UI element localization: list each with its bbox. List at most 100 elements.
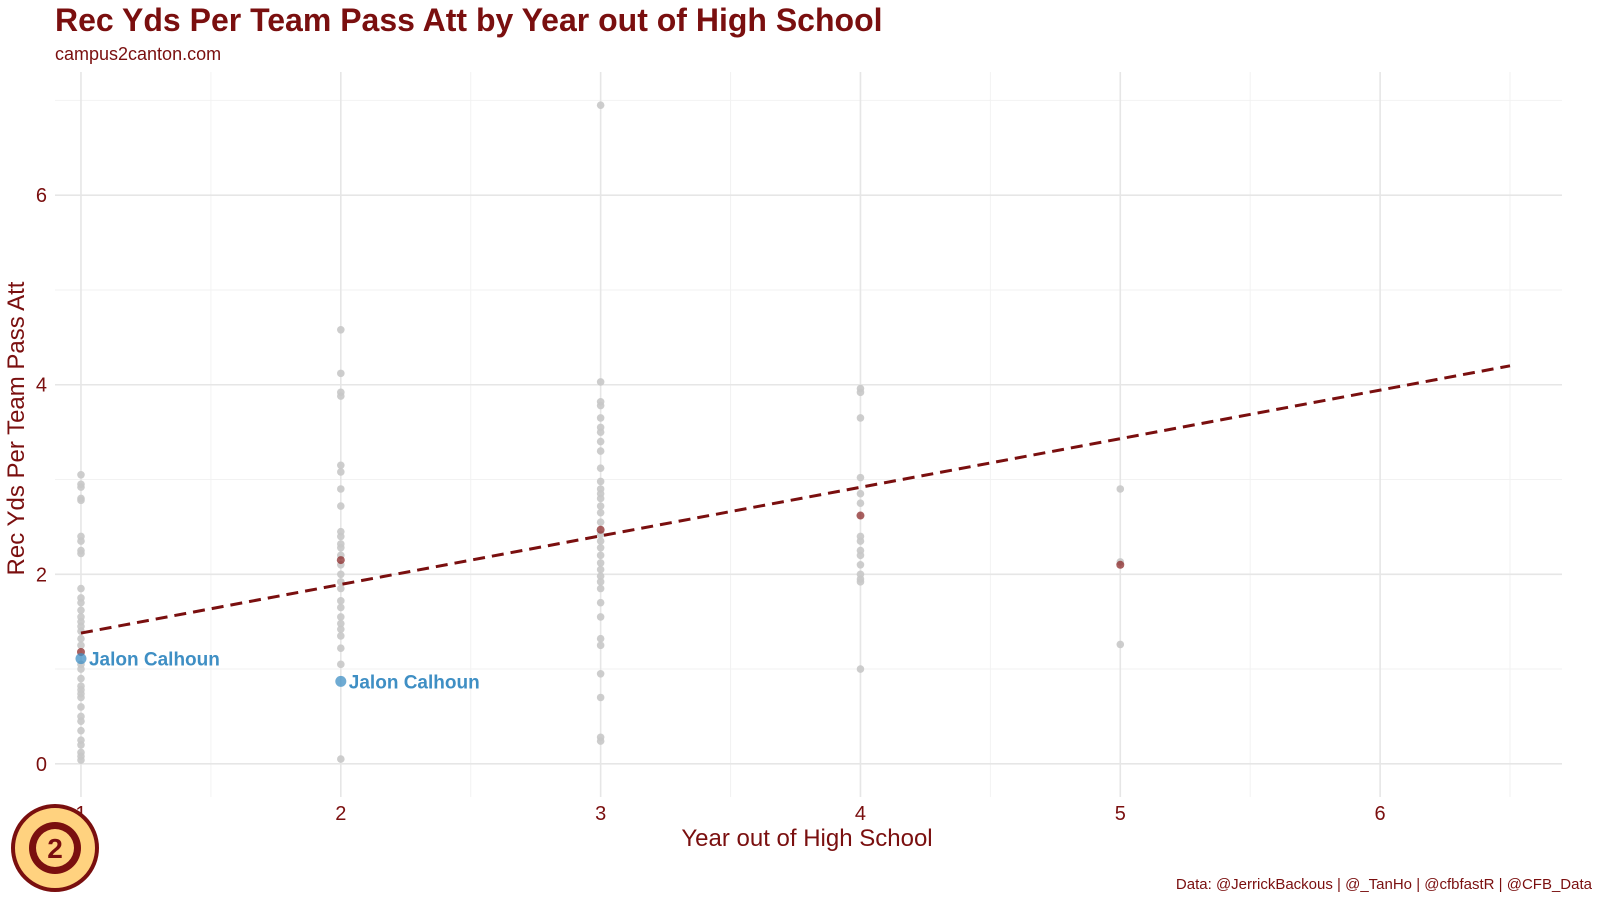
player-point <box>77 703 85 711</box>
logo-number: 2 <box>47 833 63 864</box>
player-point <box>596 543 605 552</box>
y-tick-label: 6 <box>36 185 47 207</box>
data-source-caption: Data: @JerrickBackous | @_TanHo | @cfbfa… <box>1175 876 1592 893</box>
player-point <box>596 578 605 586</box>
player-point <box>596 584 605 593</box>
player-point <box>596 641 605 650</box>
player-point <box>337 644 345 653</box>
player-point <box>337 468 345 476</box>
player-point <box>596 508 605 517</box>
player-point <box>77 641 85 650</box>
trend-line <box>80 364 1511 635</box>
player-point <box>77 674 85 683</box>
player-point <box>337 597 345 605</box>
player-point <box>77 483 85 491</box>
x-axis-title: Year out of High School <box>681 825 932 852</box>
player-point <box>596 101 605 109</box>
mean-point <box>1116 560 1125 569</box>
player-point <box>77 584 85 593</box>
player-point <box>337 369 345 378</box>
player-point <box>77 717 85 725</box>
highlight-point <box>75 653 87 665</box>
chart-title: Rec Yds Per Team Pass Att by Year out of… <box>55 2 883 38</box>
player-point <box>337 570 345 579</box>
player-point <box>856 551 865 560</box>
player-point <box>596 494 605 503</box>
player-point <box>77 549 85 558</box>
player-point <box>337 485 345 493</box>
highlight-label: Jalon Calhoun <box>349 672 480 693</box>
player-point <box>596 401 605 410</box>
x-tick-label: 2 <box>335 803 346 825</box>
x-tick-label: 3 <box>595 803 606 825</box>
player-point <box>596 428 605 436</box>
player-point <box>596 598 605 607</box>
player-point <box>337 461 345 470</box>
player-point <box>856 561 865 569</box>
x-tick-label: 5 <box>1115 803 1126 825</box>
player-point <box>337 632 345 640</box>
player-point <box>856 489 865 498</box>
campus2canton-logo: 2 <box>11 804 99 892</box>
player-point <box>856 499 865 508</box>
player-point <box>337 325 345 334</box>
y-axis-title: Rec Yds Per Team Pass Att <box>3 281 30 575</box>
player-point <box>596 502 605 510</box>
player-point <box>596 551 605 560</box>
x-tick-label: 6 <box>1375 803 1386 825</box>
y-tick-label: 0 <box>36 754 47 776</box>
player-point <box>856 665 865 673</box>
chart-subtitle: campus2canton.com <box>55 44 222 64</box>
player-point <box>77 470 85 479</box>
player-point <box>596 572 605 580</box>
y-tick-label: 4 <box>36 375 47 397</box>
player-point <box>337 392 345 400</box>
player-point <box>337 660 345 669</box>
player-point <box>596 634 605 643</box>
player-point <box>77 537 85 545</box>
player-point <box>77 606 85 615</box>
player-point <box>596 447 605 455</box>
player-point <box>77 741 85 749</box>
highlight-label: Jalon Calhoun <box>89 650 220 671</box>
player-point <box>1116 485 1125 493</box>
player-point <box>856 414 865 422</box>
mean-point <box>336 556 345 565</box>
x-tick-label: 4 <box>855 803 866 825</box>
player-point <box>77 634 85 643</box>
player-point <box>596 559 605 567</box>
player-point <box>596 437 605 446</box>
player-point <box>77 665 85 673</box>
player-point <box>596 669 605 678</box>
player-point <box>77 598 85 607</box>
player-point <box>77 693 85 702</box>
player-point <box>337 625 345 634</box>
highlight-point <box>335 675 347 687</box>
player-point <box>77 496 85 505</box>
player-point <box>77 726 85 735</box>
player-point <box>596 378 605 386</box>
player-point <box>596 693 605 702</box>
player-point <box>856 537 865 545</box>
player-point <box>596 737 605 745</box>
player-point <box>596 565 605 574</box>
player-point <box>77 756 85 764</box>
player-point <box>337 502 345 510</box>
player-point <box>596 414 605 422</box>
player-point <box>596 464 605 472</box>
mean-point <box>596 525 605 534</box>
y-tick-label: 2 <box>36 564 47 586</box>
player-point <box>596 518 605 526</box>
player-point <box>596 613 605 621</box>
player-point <box>337 543 345 552</box>
player-point <box>856 388 865 397</box>
player-point <box>856 578 865 586</box>
player-point <box>596 537 605 545</box>
player-point <box>856 473 865 482</box>
player-point <box>337 584 345 593</box>
player-point <box>596 477 605 486</box>
player-point <box>337 613 345 621</box>
player-point <box>1116 640 1125 649</box>
player-point <box>337 603 345 612</box>
